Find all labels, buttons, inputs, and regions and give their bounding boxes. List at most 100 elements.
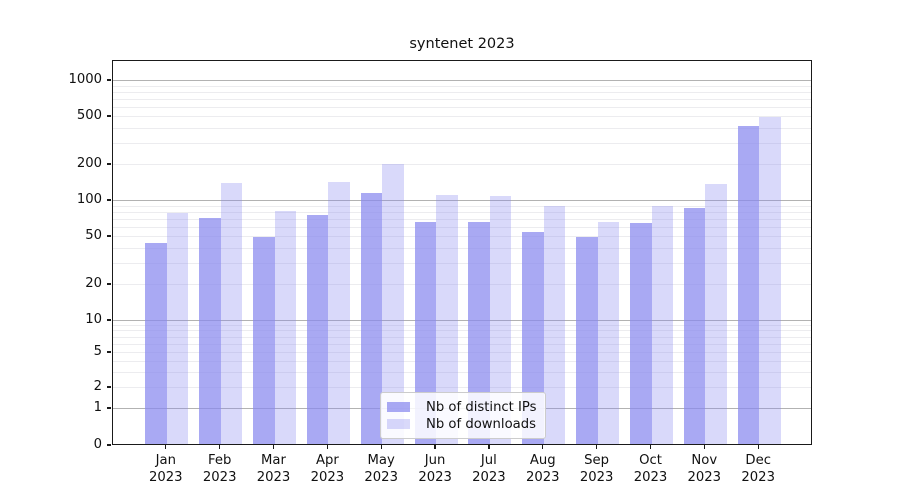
gridline-minor — [113, 283, 811, 285]
gridline-minor — [113, 211, 811, 213]
gridline-minor — [113, 91, 811, 93]
y-tick — [107, 235, 111, 237]
x-tick-label: Jul 2023 — [472, 453, 506, 485]
y-tick-label: 10 — [85, 312, 102, 327]
bar-downloads-Sep-2023 — [597, 222, 620, 444]
legend-item-downloads: Nb of downloads — [387, 416, 537, 432]
y-tick — [107, 79, 111, 81]
gridline-minor — [113, 262, 811, 264]
gridline-minor — [113, 98, 811, 100]
y-tick-label: 5 — [93, 344, 102, 359]
y-tick-label: 50 — [85, 228, 102, 244]
bar-downloads-Nov-2023 — [705, 183, 727, 444]
x-tick-label: Sep 2023 — [579, 453, 614, 485]
x-tick — [272, 445, 275, 449]
x-tick — [326, 445, 329, 449]
legend: Nb of distinct IPs Nb of downloads — [380, 392, 546, 439]
y-tick — [107, 163, 111, 165]
y-tick-label: 500 — [76, 108, 102, 124]
x-tick — [488, 445, 490, 449]
bar-downloads-Oct-2023 — [651, 206, 673, 444]
y-tick — [107, 199, 111, 201]
y-tick-label: 100 — [76, 192, 102, 207]
gridline-major — [113, 200, 811, 201]
bar-distinct_ips-May-2023 — [360, 192, 383, 444]
y-tick-label: 1000 — [68, 72, 102, 87]
y-tick — [107, 407, 111, 409]
y-tick — [107, 351, 111, 353]
bar-distinct_ips-Feb-2023 — [199, 218, 221, 444]
x-tick-label: Aug 2023 — [526, 453, 560, 485]
y-tick — [107, 386, 111, 388]
bar-downloads-Dec-2023 — [759, 117, 781, 444]
x-tick — [165, 445, 167, 449]
gridline-minor — [113, 247, 811, 249]
x-tick-label: May 2023 — [364, 453, 398, 485]
x-tick-label: Apr 2023 — [310, 453, 345, 485]
gridline-minor — [113, 218, 811, 220]
x-tick — [434, 445, 436, 449]
gridline-major — [113, 80, 811, 81]
gridline-minor — [113, 330, 811, 332]
bar-downloads-May-2023 — [382, 163, 404, 444]
x-tick — [757, 445, 759, 449]
gridline-minor — [113, 85, 811, 87]
gridline-minor — [113, 116, 811, 118]
bar-distinct_ips-Sep-2023 — [576, 237, 598, 444]
bar-downloads-Aug-2023 — [543, 206, 566, 444]
x-tick-label: Feb 2023 — [202, 453, 237, 485]
gridline-minor — [113, 127, 811, 129]
plot-area — [112, 60, 812, 445]
bar-downloads-Jun-2023 — [436, 194, 458, 444]
bar-downloads-Feb-2023 — [220, 183, 243, 444]
bar-distinct_ips-Nov-2023 — [683, 207, 706, 444]
bar-distinct_ips-Aug-2023 — [522, 232, 544, 444]
gridline-minor — [113, 205, 811, 207]
bar-downloads-Mar-2023 — [274, 210, 296, 444]
y-tick-label: 0 — [93, 437, 102, 452]
bar-distinct_ips-Apr-2023 — [306, 215, 329, 444]
gridline-minor — [113, 387, 811, 388]
x-tick-label: Jun 2023 — [418, 453, 452, 485]
y-tick — [107, 115, 111, 117]
gridline-minor — [113, 163, 811, 165]
x-tick-label: Nov 2023 — [687, 453, 722, 485]
legend-swatch-downloads — [387, 419, 410, 429]
y-tick-label: 1 — [93, 400, 102, 415]
y-tick-label: 200 — [76, 155, 102, 171]
chart-title: syntenet 2023 — [409, 36, 515, 52]
legend-label-downloads: Nb of downloads — [426, 416, 536, 432]
y-tick — [107, 283, 111, 285]
x-tick-label: Oct 2023 — [633, 453, 668, 485]
y-tick-label: 20 — [85, 275, 102, 291]
y-tick — [107, 319, 111, 321]
gridline-minor — [113, 371, 811, 373]
x-tick — [595, 445, 598, 449]
bar-distinct_ips-Mar-2023 — [253, 237, 275, 444]
gridline-minor — [113, 106, 811, 108]
legend-item-distinct-ips: Nb of distinct IPs — [387, 399, 537, 415]
legend-label-distinct-ips: Nb of distinct IPs — [426, 399, 537, 415]
y-tick-label: 2 — [93, 379, 102, 394]
x-tick — [649, 445, 652, 449]
gridline-minor — [113, 226, 811, 228]
gridline-minor — [113, 343, 811, 345]
bar-distinct_ips-Dec-2023 — [737, 125, 760, 444]
gridline-minor — [113, 142, 811, 144]
x-tick-label: Mar 2023 — [256, 453, 291, 485]
x-tick — [703, 445, 705, 449]
y-tick — [107, 444, 111, 446]
gridline-major — [113, 320, 811, 321]
bar-distinct_ips-Jan-2023 — [145, 243, 167, 444]
gridline-minor — [113, 360, 811, 362]
legend-swatch-distinct-ips — [387, 402, 410, 412]
bar-distinct_ips-Jul-2023 — [468, 222, 490, 444]
x-tick-label: Dec 2023 — [741, 453, 775, 485]
bar-distinct_ips-Oct-2023 — [630, 223, 652, 444]
x-tick — [219, 445, 221, 449]
gridline-minor — [113, 352, 811, 353]
x-tick-label: Jan 2023 — [149, 453, 183, 485]
x-tick — [542, 445, 544, 449]
bar-downloads-Apr-2023 — [328, 181, 350, 444]
